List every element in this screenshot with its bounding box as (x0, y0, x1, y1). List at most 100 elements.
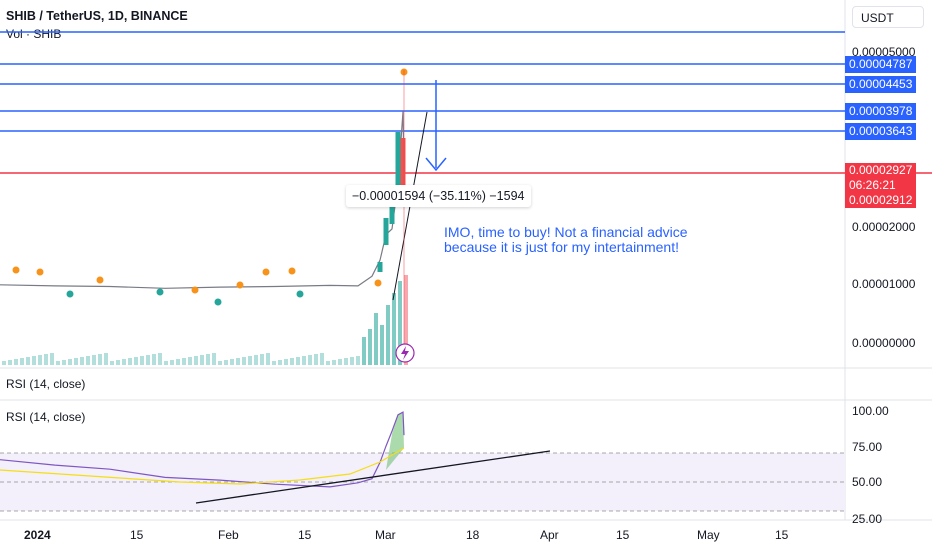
volume-bar (248, 356, 252, 365)
volume-bar (404, 275, 408, 365)
rsi-tick: 50.00 (852, 475, 883, 489)
rsi-line (0, 411, 405, 488)
level-tag: 0.00003978 (845, 103, 917, 120)
volume-bar (98, 354, 102, 365)
price-candle (389, 190, 395, 224)
lightning-glyph (401, 346, 409, 360)
volume-bar (188, 357, 192, 365)
volume-bar (362, 337, 366, 365)
price-tick: 0.00001000 (852, 277, 916, 291)
level-tag: 0.00004453 (845, 76, 917, 93)
price-tick: 0.00000000 (852, 336, 916, 350)
currency-button[interactable]: USDT (852, 6, 924, 28)
signal-marker (236, 281, 244, 289)
time-tick: 15 (130, 528, 144, 542)
volume-bar (218, 361, 222, 365)
price-candle (377, 262, 383, 272)
volume-bar (32, 356, 36, 365)
volume-bar (116, 360, 120, 365)
volume-bar (398, 281, 402, 365)
volume-bar (368, 329, 372, 365)
volume-bar (392, 293, 396, 365)
volume-bar (122, 359, 126, 365)
current-price-tag: 0.00002927 06:26:21 0.00002912 (845, 163, 917, 208)
volume-bar (326, 361, 330, 365)
level-tag: 0.00004787 (845, 56, 917, 73)
volume-bar (260, 354, 264, 365)
price-tick: 0.00002000 (852, 220, 916, 234)
volume-indicator-label[interactable]: Vol · SHIB (6, 27, 62, 41)
rsi-trend-line (195, 450, 551, 504)
bar-countdown: 06:26:21 (849, 178, 896, 192)
volume-bar (164, 361, 168, 365)
volume-bar (308, 355, 312, 365)
volume-bar (344, 358, 348, 365)
price-candle (400, 138, 406, 185)
rsi-series (0, 411, 405, 488)
current-price-value: 0.00002927 (849, 163, 913, 177)
volume-bar (128, 358, 132, 365)
rsi-pane-label[interactable]: RSI (14, close) (6, 377, 86, 391)
volume-bar (230, 359, 234, 365)
signal-marker (156, 288, 164, 296)
volume-bar (62, 360, 66, 365)
volume-bar (320, 353, 324, 365)
time-tick: 18 (466, 528, 480, 542)
signal-marker (288, 267, 296, 275)
volume-bar (278, 360, 282, 365)
signal-marker (191, 286, 199, 294)
price-candle (395, 132, 401, 200)
annotation-text[interactable]: IMO, time to buy! Not a financial advice… (444, 225, 688, 255)
volume-bar (212, 353, 216, 365)
volume-bar (302, 356, 306, 365)
time-tick: 2024 (24, 528, 51, 542)
signal-marker (36, 268, 44, 276)
volume-bar (236, 358, 240, 365)
volume-bar (380, 325, 384, 365)
volume-bar (26, 357, 30, 365)
volume-bar (194, 356, 198, 365)
volume-bar (296, 357, 300, 365)
volume-bar (254, 355, 258, 365)
time-tick: 15 (616, 528, 630, 542)
volume-bar (176, 359, 180, 365)
price-line (0, 111, 405, 289)
volume-bars (2, 275, 408, 365)
volume-bar (206, 354, 210, 365)
volume-bar (104, 353, 108, 365)
rsi-ma-line (0, 447, 405, 485)
volume-bar (146, 355, 150, 365)
volume-bar (2, 361, 6, 365)
level-tag: 0.00003643 (845, 123, 917, 140)
measure-tooltip: −0.00001594 (−35.11%) −1594 (346, 185, 531, 207)
volume-bar (44, 354, 48, 365)
volume-bar (14, 359, 18, 365)
volume-bar (140, 356, 144, 365)
rsi-tick: 75.00 (852, 440, 883, 454)
volume-bar (350, 357, 354, 365)
current-price-value-2: 0.00002912 (849, 193, 913, 207)
volume-bar (38, 355, 42, 365)
volume-bar (74, 358, 78, 365)
time-tick: May (697, 528, 720, 542)
volume-bar (338, 359, 342, 365)
volume-bar (158, 353, 162, 365)
volume-bar (242, 357, 246, 365)
volume-bar (374, 313, 378, 365)
volume-bar (170, 360, 174, 365)
rsi-pane-label[interactable]: RSI (14, close) (6, 410, 86, 424)
signal-marker (296, 290, 304, 298)
volume-bar (332, 360, 336, 365)
volume-bar (386, 305, 390, 365)
volume-bar (290, 358, 294, 365)
level-lines (0, 63, 845, 132)
volume-bar (272, 361, 276, 365)
time-tick: Feb (218, 528, 239, 542)
annotation-line: IMO, time to buy! Not a financial advice (444, 224, 688, 240)
time-tick: Mar (375, 528, 396, 542)
volume-bar (50, 353, 54, 365)
down-arrow-head (425, 157, 447, 172)
volume-bar (314, 354, 318, 365)
signal-marker (12, 266, 20, 274)
